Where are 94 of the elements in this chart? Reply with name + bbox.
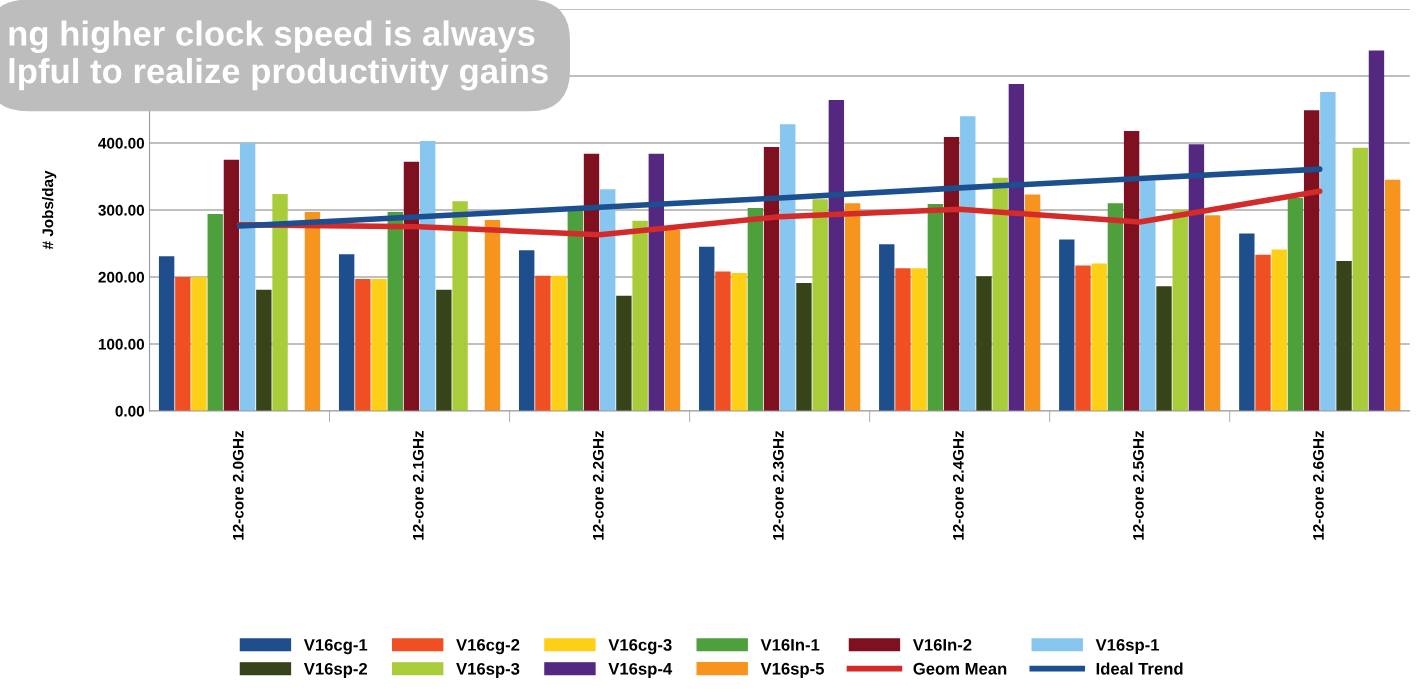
legend-label: V16sp-2 [303,662,368,678]
bar [731,272,747,411]
bar [747,207,764,411]
y-axis-title: # Jobs/day [42,170,57,250]
bar [1320,92,1336,411]
legend-label: V16sp-4 [608,662,673,678]
x-tick-label: 12-core 2.2GHz [592,430,604,540]
bar [338,254,355,411]
bar [239,142,256,411]
y-tick-label: 400.00 [98,137,145,149]
x-tick-label: 12-core 2.4GHz [952,430,964,540]
bar [1008,84,1025,411]
bar [304,211,321,411]
y-tick-label: 200.00 [98,271,145,283]
x-tick-label: 12-core 2.1GHz [412,430,424,540]
bar [419,140,436,411]
bar [519,250,535,411]
bar [1303,110,1320,411]
bar [715,271,731,411]
bar [616,295,632,411]
bar [648,153,665,411]
bar [1239,233,1255,411]
bar [1255,254,1271,411]
y-tick-label: 0.00 [115,405,145,417]
x-tick-label: 12-core 2.5GHz [1132,430,1144,540]
bar [812,199,828,411]
bar [551,275,567,411]
bar [664,230,681,411]
bar [699,246,715,411]
bar [879,244,895,411]
bar [158,256,175,411]
bar [1271,249,1287,411]
bar [1352,147,1368,411]
y-tick-label: 300.00 [98,204,145,216]
bar [1107,203,1124,411]
annotation: ng higher clock speed is always lpful to realize productivity gains [9,20,548,91]
legend-label: V16cg-3 [608,638,672,655]
bar [828,100,845,411]
bar [632,220,648,411]
bar [567,209,583,411]
bar [780,124,796,411]
legend-label: V16cg-1 [303,638,368,655]
bar [1140,180,1156,411]
legend-label: V16In-2 [912,638,972,651]
bar [1287,197,1304,411]
bar [403,161,420,411]
bar [207,214,223,411]
bar [191,276,207,411]
y-tick-label: 100.00 [98,338,145,350]
bar [976,276,992,411]
bar [992,177,1008,411]
x-tick-label: 12-core 2.3GHz [772,430,784,540]
bar [1368,50,1385,411]
bar [355,278,371,411]
bar [1075,265,1091,411]
bar [1091,263,1107,411]
legend-label: V16sp-1 [1095,638,1160,655]
bar [371,278,387,411]
bar [960,116,976,411]
x-tick-label: 12-core 2.0GHz [232,430,244,540]
bar [436,289,452,411]
legend-label: Geom Mean [913,662,1007,675]
legend-label: Ideal Trend [1096,662,1183,675]
bar [175,276,191,411]
bar [844,203,861,411]
bar [1059,239,1075,411]
bar [484,220,501,411]
bar [1172,209,1188,411]
bar [796,283,812,411]
bar [763,147,780,411]
legend-label: V16sp-5 [760,662,824,678]
bar [943,136,960,411]
bar [927,203,944,411]
bar [911,268,927,411]
bar [452,201,468,411]
x-tick-label: 12-core 2.6GHz [1313,430,1324,540]
bar [535,275,551,411]
legend-label: V16In-1 [760,638,820,651]
legend-label: V16cg-2 [456,638,520,655]
bar [1156,286,1172,411]
bar [1204,215,1221,411]
bar [1123,130,1140,411]
bar [272,193,288,411]
bar [387,211,403,411]
legend-label: V16sp-3 [456,662,520,678]
bar [1384,179,1401,411]
bar [1336,260,1352,411]
bar [583,153,600,411]
bar [256,289,272,411]
bar [1024,194,1041,411]
bar [223,159,240,411]
bar [895,268,911,411]
bar [600,189,616,411]
bar [1188,144,1205,411]
